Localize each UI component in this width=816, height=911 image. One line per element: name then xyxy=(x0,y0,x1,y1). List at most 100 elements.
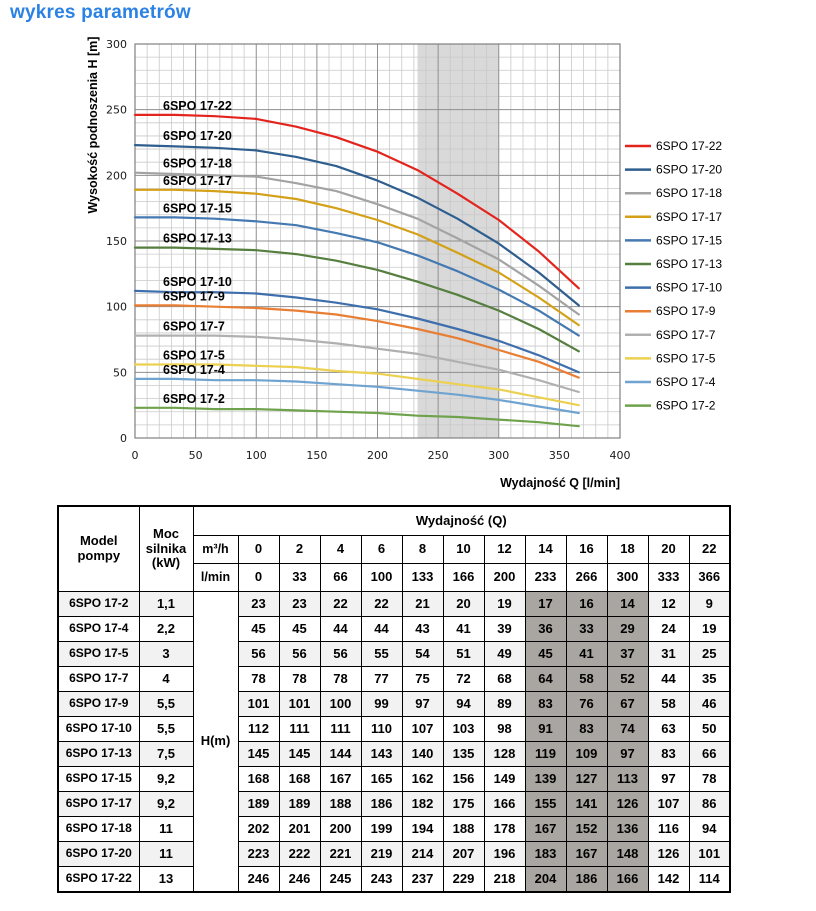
curve-label-6spo-17-20: 6SPO 17-20 xyxy=(163,129,232,143)
head-value-cell: 186 xyxy=(565,866,608,893)
power-cell: 9,2 xyxy=(138,766,194,792)
flow-group-header: Wydajność (Q) xyxy=(192,505,731,536)
head-value-cell: 45 xyxy=(524,641,567,667)
head-value-cell: 33 xyxy=(565,616,608,642)
legend-label-6spo-17-18: 6SPO 17-18 xyxy=(656,186,722,200)
head-value-cell: 43 xyxy=(401,616,444,642)
head-value-cell: 14 xyxy=(606,591,649,617)
head-value-cell: 22 xyxy=(360,591,403,617)
head-value-cell: 202 xyxy=(237,816,280,842)
head-value-cell: 37 xyxy=(606,641,649,667)
lmin-value-header: 300 xyxy=(606,563,649,592)
lmin-value-header: 33 xyxy=(278,563,321,592)
head-value-cell: 165 xyxy=(360,766,403,792)
head-value-cell: 44 xyxy=(647,666,690,692)
legend-label-6spo-17-17: 6SPO 17-17 xyxy=(656,210,722,224)
head-value-cell: 139 xyxy=(524,766,567,792)
m3h-value-header: 20 xyxy=(647,535,690,564)
head-value-cell: 24 xyxy=(647,616,690,642)
head-value-cell: 44 xyxy=(319,616,362,642)
legend-label-6spo-17-4: 6SPO 17-4 xyxy=(656,375,716,389)
head-value-cell: 99 xyxy=(360,691,403,717)
head-value-cell: 222 xyxy=(278,841,321,867)
model-cell: 6SPO 17-15 xyxy=(57,766,140,792)
head-value-cell: 167 xyxy=(565,841,608,867)
lmin-value-header: 333 xyxy=(647,563,690,592)
head-value-cell: 109 xyxy=(565,741,608,767)
head-value-cell: 112 xyxy=(237,716,280,742)
legend-label-6spo-17-13: 6SPO 17-13 xyxy=(656,257,722,271)
curve-6spo-17-7 xyxy=(133,334,580,394)
head-value-cell: 83 xyxy=(647,741,690,767)
power-cell: 9,2 xyxy=(138,791,194,817)
head-value-cell: 31 xyxy=(647,641,690,667)
power-cell: 3 xyxy=(138,641,194,667)
head-value-cell: 119 xyxy=(524,741,567,767)
head-value-cell: 114 xyxy=(688,866,731,893)
head-value-cell: 136 xyxy=(606,816,649,842)
head-value-cell: 175 xyxy=(442,791,485,817)
curve-6spo-17-4 xyxy=(133,377,580,415)
y-tick-label: 50 xyxy=(113,366,127,379)
lmin-value-header: 133 xyxy=(401,563,444,592)
power-cell: 11 xyxy=(138,841,194,867)
head-value-cell: 75 xyxy=(401,666,444,692)
head-value-cell: 223 xyxy=(237,841,280,867)
head-value-cell: 23 xyxy=(278,591,321,617)
head-value-cell: 101 xyxy=(278,691,321,717)
head-value-cell: 46 xyxy=(688,691,731,717)
lmin-value-header: 100 xyxy=(360,563,403,592)
table-row-6spo-17-17: 6SPO 17-17 9,2 189 189 188 186 182 175 166 155 141… xyxy=(57,791,731,817)
legend-label-6spo-17-20: 6SPO 17-20 xyxy=(656,163,722,177)
curve-6spo-17-20 xyxy=(133,144,580,307)
curve-label-6spo-17-22: 6SPO 17-22 xyxy=(163,99,232,113)
head-value-cell: 17 xyxy=(524,591,567,617)
head-value-cell: 63 xyxy=(647,716,690,742)
head-value-cell: 54 xyxy=(401,641,444,667)
table-row-6spo-17-10: 6SPO 17-10 5,5 112 111 111 110 107 103 98 91 83 74 6… xyxy=(57,716,731,742)
m3h-value-header: 10 xyxy=(442,535,485,564)
head-value-cell: 97 xyxy=(647,766,690,792)
head-value-cell: 94 xyxy=(688,816,731,842)
lmin-value-header: 166 xyxy=(442,563,485,592)
head-value-cell: 83 xyxy=(565,716,608,742)
head-value-cell: 101 xyxy=(237,691,280,717)
head-value-cell: 58 xyxy=(565,666,608,692)
head-value-cell: 44 xyxy=(360,616,403,642)
legend-label-6spo-17-15: 6SPO 17-15 xyxy=(656,233,722,247)
head-value-cell: 41 xyxy=(565,641,608,667)
x-tick-label: 200 xyxy=(367,449,388,462)
curve-6spo-17-15 xyxy=(133,216,580,337)
head-value-cell: 78 xyxy=(237,666,280,692)
head-value-cell: 77 xyxy=(360,666,403,692)
curve-label-6spo-17-15: 6SPO 17-15 xyxy=(163,201,232,215)
legend-label-6spo-17-10: 6SPO 17-10 xyxy=(656,281,722,295)
head-value-cell: 167 xyxy=(524,816,567,842)
m3h-value-header: 8 xyxy=(401,535,444,564)
head-value-cell: 156 xyxy=(442,766,485,792)
lmin-value-header: 266 xyxy=(565,563,608,592)
m3h-value-header: 18 xyxy=(606,535,649,564)
head-value-cell: 219 xyxy=(360,841,403,867)
x-tick-label: 250 xyxy=(428,449,449,462)
power-cell: 4 xyxy=(138,666,194,692)
power-cell: 7,5 xyxy=(138,741,194,767)
head-value-cell: 39 xyxy=(483,616,526,642)
header-row-group: Model pompy Moc silnika (kW) Wydajność (Q) xyxy=(57,505,731,592)
head-value-cell: 166 xyxy=(483,791,526,817)
head-value-cell: 166 xyxy=(606,866,649,893)
head-value-cell: 148 xyxy=(606,841,649,867)
head-value-cell: 35 xyxy=(688,666,731,692)
head-value-cell: 91 xyxy=(524,716,567,742)
curve-6spo-17-18 xyxy=(133,171,580,316)
head-value-cell: 72 xyxy=(442,666,485,692)
head-value-cell: 100 xyxy=(319,691,362,717)
y-tick-label: 300 xyxy=(106,38,127,51)
head-value-cell: 128 xyxy=(483,741,526,767)
model-cell: 6SPO 17-18 xyxy=(57,816,140,842)
pump-curves-chart: 6SPO 17-22 6SPO 17-20 6SPO 17-18 6SPO 17-17… xyxy=(86,37,722,490)
head-value-cell: 41 xyxy=(442,616,485,642)
head-value-cell: 45 xyxy=(237,616,280,642)
head-value-cell: 155 xyxy=(524,791,567,817)
